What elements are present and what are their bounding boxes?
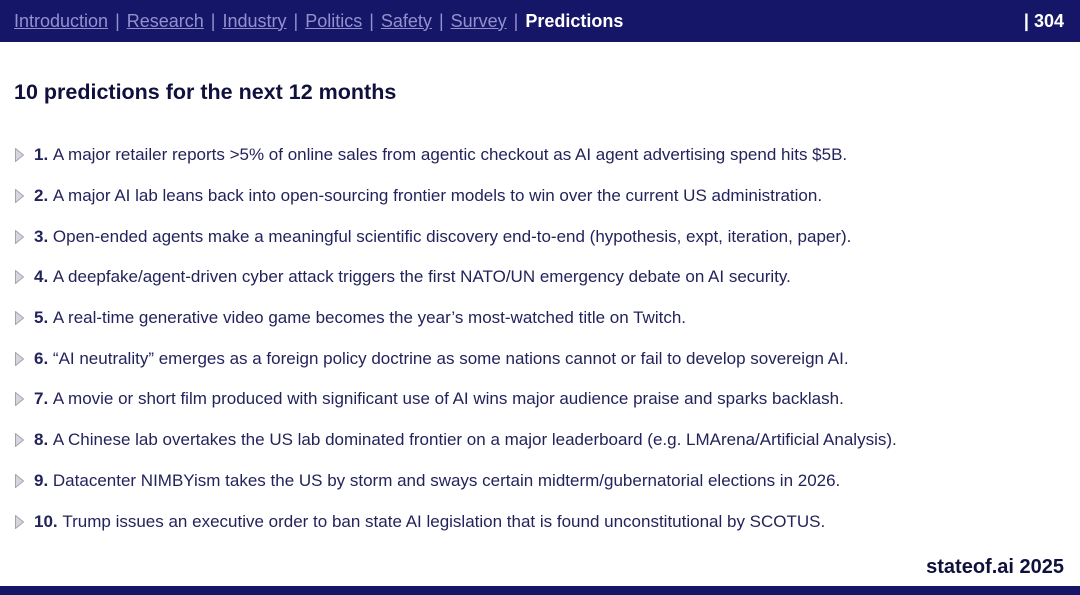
nav-separator: | [210, 10, 216, 31]
prediction-text: 3. Open-ended agents make a meaningful s… [34, 226, 852, 246]
nav-item-safety[interactable]: Safety [380, 10, 432, 31]
prediction-item: 1. A major retailer reports >5% of onlin… [14, 135, 1080, 176]
prediction-number: 5. [34, 308, 53, 328]
prediction-number: 8. [34, 430, 53, 450]
nav-separator: | [513, 10, 519, 31]
prediction-number: 9. [34, 470, 53, 490]
prediction-text: 7. A movie or short film produced with s… [34, 389, 844, 409]
prediction-item: 6. “AI neutrality” emerges as a foreign … [14, 338, 1080, 379]
prediction-text: 5. A real-time generative video game bec… [34, 308, 686, 328]
nav-item-research[interactable]: Research [126, 10, 204, 31]
prediction-text: 9. Datacenter NIMBYism takes the US by s… [34, 470, 841, 490]
chevron-right-icon [15, 270, 24, 285]
nav-separator: | [293, 10, 299, 31]
chevron-right-icon [15, 392, 24, 407]
header-nav: Introduction | Research | Industry | Politics |… [14, 11, 623, 32]
prediction-item: 8. A Chinese lab overtakes the US lab do… [14, 420, 1080, 461]
nav-separator: | [115, 10, 120, 31]
chevron-right-icon [15, 229, 24, 244]
prediction-item: 4. A deepfake/agent-driven cyber attack … [14, 257, 1080, 298]
prediction-item: 10. Trump issues an executive order to b… [14, 501, 1080, 542]
chevron-right-icon [15, 514, 24, 529]
header-bar: Introduction | Research | Industry | Politics |… [0, 0, 1080, 42]
prediction-number: 1. [34, 145, 53, 165]
nav-item-politics[interactable]: Politics [305, 10, 363, 31]
prediction-number: 3. [34, 226, 53, 246]
nav-separator: | [369, 10, 374, 31]
prediction-text: 10. Trump issues an executive order to b… [34, 511, 826, 531]
chevron-right-icon [15, 148, 24, 163]
nav-item-introduction[interactable]: Introduction [14, 10, 109, 31]
chevron-right-icon [15, 189, 24, 204]
prediction-item: 9. Datacenter NIMBYism takes the US by s… [14, 461, 1080, 502]
nav-separator: | [438, 10, 444, 31]
chevron-right-icon [15, 351, 24, 366]
footer-bar [0, 586, 1080, 595]
prediction-number: 4. [34, 267, 53, 287]
prediction-number: 2. [34, 186, 53, 206]
prediction-text: 1. A major retailer reports >5% of onlin… [34, 145, 848, 165]
predictions-list: 1. A major retailer reports >5% of onlin… [14, 135, 1080, 542]
prediction-text: 8. A Chinese lab overtakes the US lab do… [34, 430, 897, 450]
nav-item-survey[interactable]: Survey [450, 10, 507, 31]
prediction-number: 7. [34, 389, 53, 409]
prediction-item: 7. A movie or short film produced with s… [14, 379, 1080, 420]
page-title: 10 predictions for the next 12 months [14, 80, 397, 104]
prediction-item: 2. A major AI lab leans back into open-s… [14, 176, 1080, 217]
prediction-text: 6. “AI neutrality” emerges as a foreign … [34, 348, 849, 368]
page-number: | 304 [1023, 10, 1064, 31]
prediction-text: 4. A deepfake/agent-driven cyber attack … [34, 267, 791, 287]
prediction-number: 6. [34, 348, 53, 368]
branding-stateofai: stateof.ai 2025 [926, 556, 1064, 578]
chevron-right-icon [15, 433, 24, 448]
prediction-item: 3. Open-ended agents make a meaningful s… [14, 216, 1080, 257]
nav-item-predictions[interactable]: Predictions [525, 10, 624, 31]
chevron-right-icon [15, 311, 24, 326]
prediction-item: 5. A real-time generative video game bec… [14, 298, 1080, 339]
prediction-number: 10. [34, 511, 63, 531]
chevron-right-icon [15, 473, 24, 488]
nav-item-industry[interactable]: Industry [222, 10, 287, 31]
prediction-text: 2. A major AI lab leans back into open-s… [34, 186, 823, 206]
